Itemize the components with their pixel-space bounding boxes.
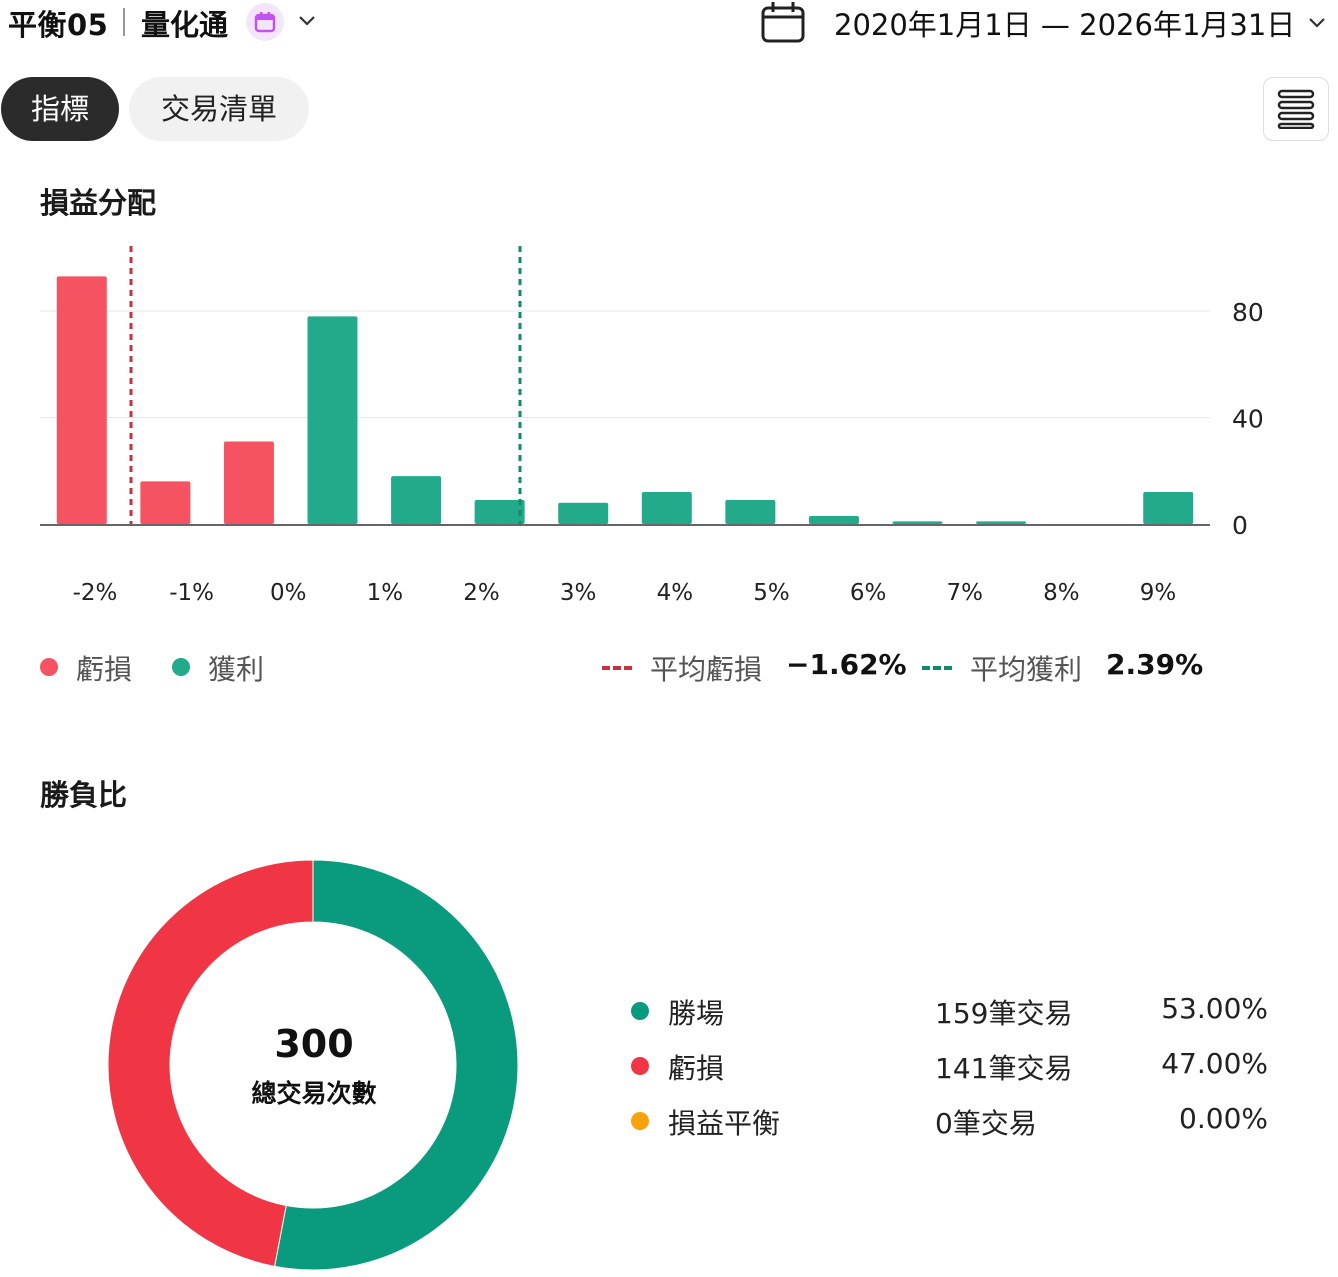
histogram-bar: [641, 492, 692, 524]
breakeven-dot: [631, 1112, 649, 1130]
x-tick-label: 8%: [1043, 580, 1080, 606]
total-trades-value: 300: [274, 1022, 354, 1066]
tab-metrics[interactable]: 指標: [1, 77, 119, 141]
menu-icon: [1277, 89, 1315, 129]
histogram-bar: [808, 516, 859, 524]
top-bar: 平衡05 量化通 2020年1月1日 — 2026年1月31日: [0, 0, 1338, 45]
chevron-down-icon[interactable]: [296, 10, 318, 32]
breakeven-label: 損益平衡: [668, 1107, 781, 1140]
histogram-bar: [307, 316, 358, 524]
histogram-bar: [140, 481, 191, 524]
x-tick-label: 7%: [946, 580, 983, 606]
loss-dot: [631, 1057, 649, 1075]
winloss-row-win: 勝場 159筆交易 53.00%: [0, 990, 1338, 1034]
loss-percent: 47.00%: [1161, 1047, 1268, 1080]
avg-loss-value: −1.62%: [786, 648, 907, 681]
histogram-bar: [1143, 492, 1194, 524]
donut-slice[interactable]: [274, 859, 519, 1271]
date-range[interactable]: 2020年1月1日 — 2026年1月31日: [834, 8, 1296, 42]
strategy-name[interactable]: 平衡05: [8, 8, 109, 42]
avg-profit-value: 2.39%: [1106, 648, 1204, 681]
profit-legend-label: 獲利: [208, 653, 265, 686]
breakeven-percent: 0.00%: [1179, 1102, 1268, 1135]
histogram-bar: [892, 521, 943, 524]
calendar-badge-icon[interactable]: [246, 3, 284, 41]
x-tick-label: 6%: [850, 580, 887, 606]
histogram-bar: [976, 521, 1027, 524]
loss-legend-label: 虧損: [76, 653, 133, 686]
histogram-bar: [223, 441, 274, 524]
histogram-bar: [391, 476, 442, 524]
histogram-bar: [725, 500, 776, 524]
loss-label: 虧損: [668, 1052, 725, 1085]
x-tick-label: 3%: [560, 580, 597, 606]
win-count: 159筆交易: [935, 997, 1073, 1030]
menu-button[interactable]: [1263, 77, 1329, 141]
avg-profit-legend-line: [922, 666, 952, 670]
x-tick-label: -2%: [73, 580, 118, 606]
avg-loss-legend-line: [602, 666, 632, 670]
pnl-histogram: 0 40 80 -2% -1% 0% 1% 2% 3% 4% 5% 6% 7% 8% 9%: [40, 246, 1264, 606]
histogram-bar: [56, 276, 107, 524]
avg-loss-legend-label: 平均虧損: [650, 653, 763, 686]
winloss-section-title: 勝負比: [40, 778, 128, 812]
pnl-legend: 虧損 獲利 平均虧損 −1.62% 平均獲利 2.39%: [0, 648, 1338, 688]
calendar-icon[interactable]: [760, 0, 806, 44]
header-separator: [123, 8, 125, 36]
x-tick-label: -1%: [169, 580, 214, 606]
total-trades-caption: 總交易次數: [251, 1079, 377, 1108]
x-tick-label: 4%: [657, 580, 694, 606]
product-name[interactable]: 量化通: [141, 8, 229, 42]
win-dot: [631, 1002, 649, 1020]
x-tick-label: 0%: [270, 580, 307, 606]
x-tick-label: 9%: [1140, 580, 1177, 606]
win-percent: 53.00%: [1161, 992, 1268, 1025]
donut-slice[interactable]: [107, 859, 314, 1267]
y-tick-label: 40: [1232, 405, 1264, 434]
histogram-bar: [474, 500, 525, 524]
y-tick-label: 80: [1232, 298, 1264, 327]
tab-trade-list[interactable]: 交易清單: [129, 77, 309, 141]
y-tick-label: 0: [1232, 511, 1248, 540]
loss-legend-dot: [40, 658, 58, 676]
win-label: 勝場: [668, 997, 725, 1030]
profit-legend-dot: [172, 658, 190, 676]
winloss-row-breakeven: 損益平衡 0筆交易 0.00%: [0, 1100, 1338, 1144]
winloss-donut-chart: [107, 859, 519, 1271]
breakeven-count: 0筆交易: [935, 1107, 1037, 1140]
x-tick-label: 2%: [463, 580, 500, 606]
winloss-row-loss: 虧損 141筆交易 47.00%: [0, 1045, 1338, 1089]
date-range-chevron-icon[interactable]: [1306, 12, 1328, 34]
loss-count: 141筆交易: [935, 1052, 1073, 1085]
x-tick-label: 5%: [753, 580, 790, 606]
histogram-bar: [558, 502, 609, 524]
avg-profit-legend-label: 平均獲利: [970, 653, 1083, 686]
x-tick-label: 1%: [367, 580, 404, 606]
pnl-section-title: 損益分配: [40, 186, 157, 220]
